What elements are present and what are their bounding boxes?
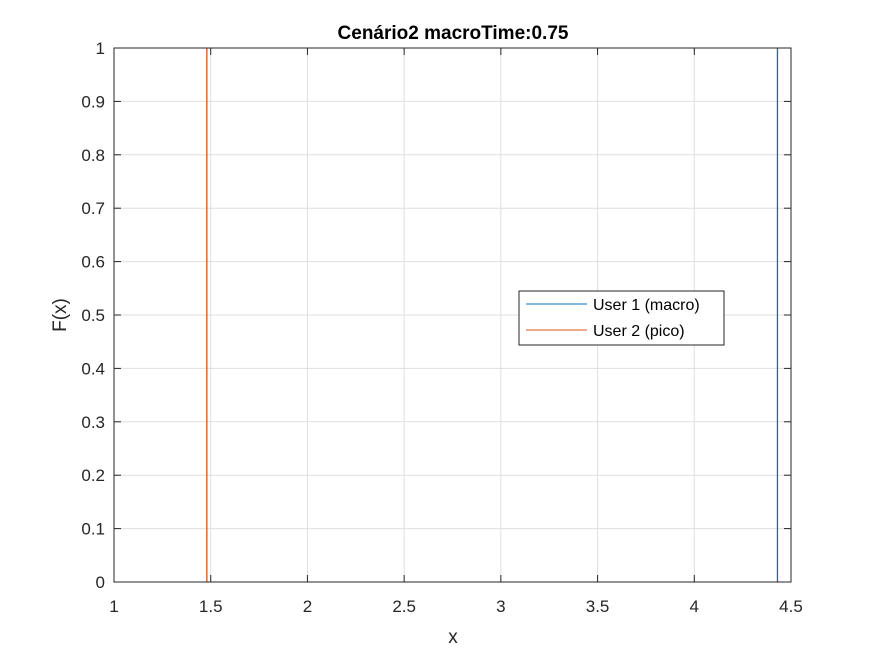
y-tick-label: 0.5 xyxy=(81,306,105,325)
x-tick-labels: 1 1.5 2 2.5 3 3.5 4 4.5 xyxy=(109,597,803,616)
y-tick-label: 0.1 xyxy=(81,520,105,539)
y-tick-label: 1 xyxy=(96,39,105,58)
chart-title: Cenário2 macroTime:0.75 xyxy=(338,23,569,44)
x-axis-label: x xyxy=(448,627,458,648)
legend-label-user2: User 2 (pico) xyxy=(593,323,685,340)
y-axis-label: F(x) xyxy=(50,298,71,332)
legend-label-user1: User 1 (macro) xyxy=(593,297,700,314)
y-tick-label: 0.4 xyxy=(81,359,105,378)
x-tick-label: 1.5 xyxy=(199,597,223,616)
x-tick-label: 3 xyxy=(496,597,505,616)
y-tick-label: 0.3 xyxy=(81,413,105,432)
y-tick-label: 0.6 xyxy=(81,253,105,272)
y-tick-label: 0.2 xyxy=(81,466,105,485)
y-tick-label: 0.8 xyxy=(81,146,105,165)
series-lines xyxy=(206,48,779,582)
x-tick-label: 2 xyxy=(303,597,312,616)
y-tick-label: 0 xyxy=(96,573,105,592)
x-tick-label: 2.5 xyxy=(392,597,416,616)
y-tick-label: 0.7 xyxy=(81,199,105,218)
x-tick-label: 4.5 xyxy=(779,597,803,616)
legend: User 1 (macro) User 2 (pico) xyxy=(518,290,725,346)
legend-box xyxy=(518,290,725,346)
x-tick-label: 1 xyxy=(109,597,118,616)
y-tick-labels: 0 0.1 0.2 0.3 0.4 0.5 0.6 0.7 0.8 0.9 1 xyxy=(81,39,105,592)
x-tick-label: 4 xyxy=(690,597,699,616)
x-tick-label: 3.5 xyxy=(586,597,610,616)
y-tick-label: 0.9 xyxy=(81,92,105,111)
axis-ticks xyxy=(113,47,792,583)
